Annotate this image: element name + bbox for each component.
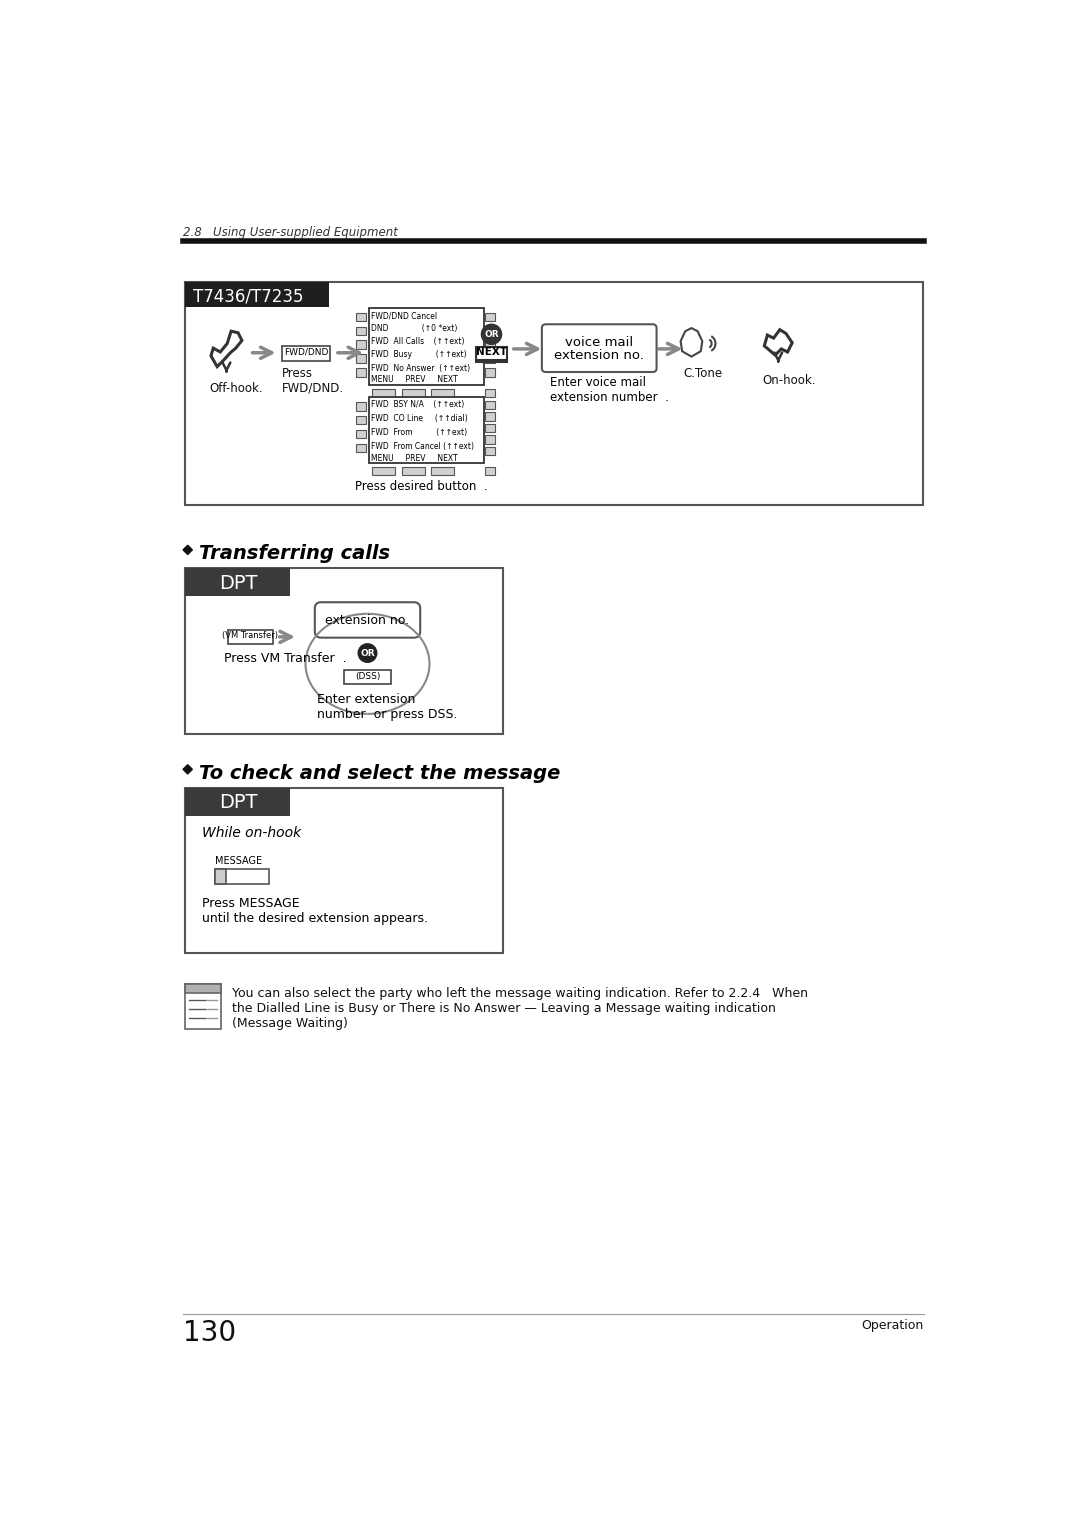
Text: FWD  All Calls    (↑↑ext): FWD All Calls (↑↑ext) [372, 338, 464, 347]
Bar [186, 788, 503, 953]
Text: (DSS): (DSS) [355, 671, 380, 680]
Text: OR: OR [484, 330, 499, 339]
Bar [369, 309, 484, 385]
Text: voice mail: voice mail [565, 336, 633, 348]
Bar [476, 347, 507, 361]
Text: C.Tone: C.Tone [684, 367, 723, 379]
Text: FWD  Busy          (↑↑ext): FWD Busy (↑↑ext) [372, 350, 467, 359]
Bar [485, 400, 496, 410]
Bar [402, 390, 424, 397]
Text: MENU     PREV     NEXT: MENU PREV NEXT [372, 374, 458, 384]
FancyBboxPatch shape [542, 324, 657, 371]
Bar [373, 466, 395, 475]
Bar [186, 984, 221, 993]
Bar [485, 390, 496, 397]
Bar [485, 446, 496, 455]
Text: DPT: DPT [219, 573, 257, 593]
Bar [373, 390, 395, 397]
Text: Press
FWD/DND.: Press FWD/DND. [282, 367, 345, 394]
Bar [186, 283, 328, 307]
Text: 2.8   Using User-supplied Equipment: 2.8 Using User-supplied Equipment [183, 226, 397, 238]
Text: While on-hook: While on-hook [202, 827, 301, 840]
Text: DND              (↑0 *ext): DND (↑0 *ext) [372, 324, 458, 333]
Bar [485, 466, 496, 475]
Text: (VM Transfer): (VM Transfer) [222, 631, 279, 640]
Bar [485, 354, 496, 362]
Bar [485, 423, 496, 432]
Bar [485, 368, 496, 376]
Text: To check and select the message: To check and select the message [199, 764, 559, 782]
Bar [356, 368, 366, 376]
Text: NEXT: NEXT [476, 347, 508, 358]
Text: MENU     PREV     NEXT: MENU PREV NEXT [372, 454, 458, 463]
Bar [186, 984, 221, 1028]
Text: FWD  BSY N/A    (↑↑ext): FWD BSY N/A (↑↑ext) [372, 400, 464, 410]
Text: Off-hook.: Off-hook. [210, 382, 264, 396]
Text: Enter voice mail
extension number  .: Enter voice mail extension number . [550, 376, 669, 403]
Text: You can also select the party who left the message waiting indication. Refer to : You can also select the party who left t… [232, 987, 808, 1030]
Text: T7436/T7235: T7436/T7235 [193, 287, 303, 306]
Bar [485, 341, 496, 348]
Bar [485, 435, 496, 443]
Bar [431, 390, 455, 397]
Bar [228, 630, 273, 643]
Bar [186, 568, 503, 733]
Bar [356, 429, 366, 439]
Text: FWD  From Cancel (↑↑ext): FWD From Cancel (↑↑ext) [372, 442, 474, 451]
Bar [356, 341, 366, 348]
Text: FWD/DND: FWD/DND [284, 347, 328, 356]
Bar [282, 345, 330, 361]
Bar [186, 788, 291, 816]
Bar [215, 868, 269, 885]
Circle shape [482, 324, 501, 344]
Text: FWD  From          (↑↑ext): FWD From (↑↑ext) [372, 428, 468, 437]
Text: extension no.: extension no. [554, 348, 644, 362]
Bar [485, 313, 496, 321]
Text: DPT: DPT [219, 793, 257, 813]
Text: Press desired button  .: Press desired button . [355, 480, 488, 494]
Bar [356, 354, 366, 362]
Bar [356, 313, 366, 321]
Bar [356, 402, 366, 411]
Text: Operation: Operation [862, 1319, 924, 1332]
Bar [369, 397, 484, 463]
Text: MESSAGE: MESSAGE [215, 856, 262, 866]
Text: FWD/DND Cancel: FWD/DND Cancel [372, 312, 437, 321]
Bar [186, 568, 291, 596]
Bar [186, 283, 923, 506]
Text: Transferring calls: Transferring calls [199, 544, 390, 564]
Text: FWD  CO Line     (↑↑dial): FWD CO Line (↑↑dial) [372, 414, 468, 423]
Circle shape [359, 643, 377, 662]
Bar [431, 466, 455, 475]
Bar [345, 669, 391, 685]
Text: OR: OR [361, 648, 375, 657]
Bar [356, 443, 366, 452]
Text: Press VM Transfer  .: Press VM Transfer . [225, 651, 347, 665]
Text: extension no.: extension no. [325, 614, 409, 626]
Bar [485, 327, 496, 335]
Bar [485, 413, 496, 420]
Bar [356, 416, 366, 425]
Text: 130: 130 [183, 1319, 237, 1348]
Text: Enter extension
number  or press DSS.: Enter extension number or press DSS. [318, 694, 458, 721]
Text: FWD  No Answer  (↑↑ext): FWD No Answer (↑↑ext) [372, 364, 471, 373]
Polygon shape [183, 545, 192, 555]
Bar [215, 868, 226, 885]
Text: On-hook.: On-hook. [762, 373, 816, 387]
FancyBboxPatch shape [314, 602, 420, 637]
Bar [356, 327, 366, 335]
Text: Press MESSAGE
until the desired extension appears.: Press MESSAGE until the desired extensio… [202, 897, 429, 924]
Bar [402, 466, 424, 475]
Polygon shape [183, 764, 192, 775]
